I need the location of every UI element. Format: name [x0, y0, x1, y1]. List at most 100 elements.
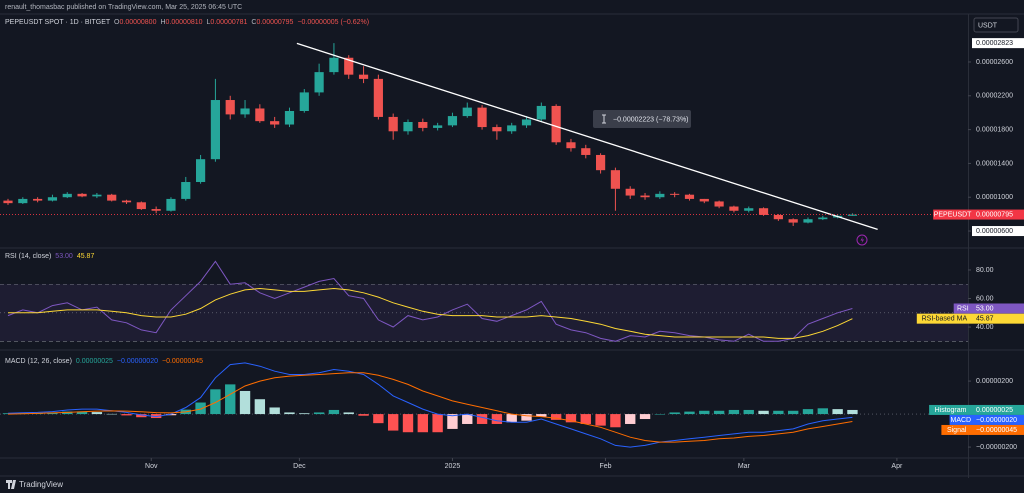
- legend-key: O: [114, 19, 120, 26]
- price-badge-value: 0.00000600: [976, 228, 1013, 235]
- candle-body: [77, 193, 87, 197]
- histogram-bar: [150, 414, 162, 419]
- histogram-bar: [165, 414, 177, 416]
- candle-body: [758, 208, 769, 215]
- indicator-line: [8, 287, 853, 339]
- measure-icon: [602, 114, 606, 124]
- x-tick-label: Mar: [738, 463, 751, 470]
- candle-body: [477, 107, 487, 128]
- histogram-bar: [669, 412, 680, 415]
- y-tick-label: 0.00001400: [976, 160, 1013, 167]
- histogram-bar: [743, 409, 754, 415]
- histogram-bar: [491, 414, 503, 424]
- candle-body: [818, 217, 828, 220]
- candle-body: [744, 208, 754, 211]
- candle-body: [3, 200, 13, 204]
- candle-body: [403, 121, 413, 132]
- candle-body: [373, 78, 383, 117]
- histogram-bar: [47, 412, 58, 415]
- histogram-bar: [447, 414, 458, 429]
- series-badge-name-bg: [949, 414, 972, 425]
- indicator-legend: RSI (14, close) 53.00 45.87: [5, 253, 94, 260]
- candle-body: [699, 198, 709, 202]
- histogram-bar: [313, 412, 325, 415]
- histogram-bar: [210, 389, 221, 415]
- histogram-bar: [595, 414, 606, 426]
- indicator-legend-value: −0.00000020: [117, 358, 158, 365]
- candle-body: [670, 193, 680, 195]
- candle-body: [225, 100, 235, 115]
- candle-body: [196, 159, 206, 183]
- currency-box[interactable]: [973, 17, 1019, 33]
- series-badge-value: 53.00: [976, 305, 994, 312]
- candle-body: [358, 74, 369, 79]
- series-badge-name: Histogram: [935, 407, 967, 414]
- price-badge-value-bg: [972, 38, 1024, 49]
- candle-body: [299, 92, 309, 112]
- candle-body: [62, 193, 72, 198]
- histogram-bar: [610, 414, 621, 428]
- candle-body: [492, 127, 502, 132]
- candle-body: [47, 197, 58, 201]
- last-price-badge-name: PEPEUSDT: [934, 211, 972, 218]
- histogram-bar: [536, 414, 547, 417]
- candle-body: [655, 193, 665, 198]
- histogram-bar: [684, 411, 695, 415]
- candle-body: [33, 198, 43, 201]
- series-badge-name-bg: [929, 404, 972, 415]
- histogram-bar: [432, 414, 443, 433]
- histogram-bar: [343, 412, 354, 415]
- y-tick-label: 80.00: [976, 267, 994, 274]
- legend-value: 0.00000800: [119, 19, 156, 26]
- histogram-bar: [269, 407, 280, 415]
- candle-body: [418, 121, 428, 128]
- indicator-legend-value: 53.00: [55, 253, 73, 260]
- x-tick-label: Feb: [599, 463, 611, 470]
- series-badge-value: 45.87: [976, 316, 994, 323]
- histogram-bar: [476, 414, 488, 424]
- last-price-badge: PEPEUSDT 0.00000795: [933, 209, 1024, 220]
- y-tick-label: 60.00: [976, 295, 994, 302]
- indicator-title: MACD (12, 26, close): [5, 358, 72, 365]
- histogram-bar: [402, 414, 414, 433]
- series-badge-name: MACD: [950, 417, 971, 424]
- event-icon-bolt: [860, 236, 864, 244]
- candle-body: [507, 125, 517, 132]
- indicator-legend: MACD (12, 26, close) 0.00000025 −0.0000002…: [5, 358, 203, 365]
- y-tick-label: 0.00002600: [976, 59, 1013, 66]
- candle-body: [566, 142, 576, 149]
- histogram-bar: [106, 413, 117, 415]
- series-badge-name: RSI-based MA: [922, 316, 968, 323]
- candle-body: [684, 194, 695, 199]
- currency[interactable]: USDT: [978, 22, 998, 29]
- histogram-bar: [788, 410, 799, 415]
- histogram-bar: [773, 410, 784, 415]
- candle-body: [210, 100, 220, 160]
- series-badge-name-bg: [916, 313, 972, 324]
- candle-body: [625, 188, 635, 196]
- histogram-bar: [580, 414, 591, 424]
- brand: TradingView: [19, 480, 63, 489]
- series-badge-value-bg: [972, 424, 1024, 435]
- series-badge-value-bg: [972, 313, 1024, 324]
- histogram-bar: [713, 410, 725, 415]
- histogram-bar: [639, 414, 651, 420]
- series-badge-value-bg: [972, 404, 1024, 415]
- candle-body: [788, 219, 798, 223]
- series-badge-name-bg: [953, 303, 972, 314]
- event-icon[interactable]: [856, 234, 868, 246]
- candle-body: [18, 198, 28, 204]
- candle-body: [136, 202, 146, 210]
- x-tick-label: Apr: [891, 463, 903, 470]
- legend-key: H: [160, 19, 165, 26]
- histogram-bar: [817, 408, 828, 415]
- candle-body: [847, 214, 858, 216]
- candle-body: [388, 116, 398, 132]
- series-badge-value-bg: [972, 303, 1024, 314]
- candle-body: [610, 170, 620, 189]
- candle-body: [107, 194, 117, 201]
- trendline: [296, 42, 878, 230]
- y-tick-label: 0.00002200: [976, 93, 1013, 100]
- brand-logo: [6, 480, 16, 489]
- candle-body: [255, 108, 265, 122]
